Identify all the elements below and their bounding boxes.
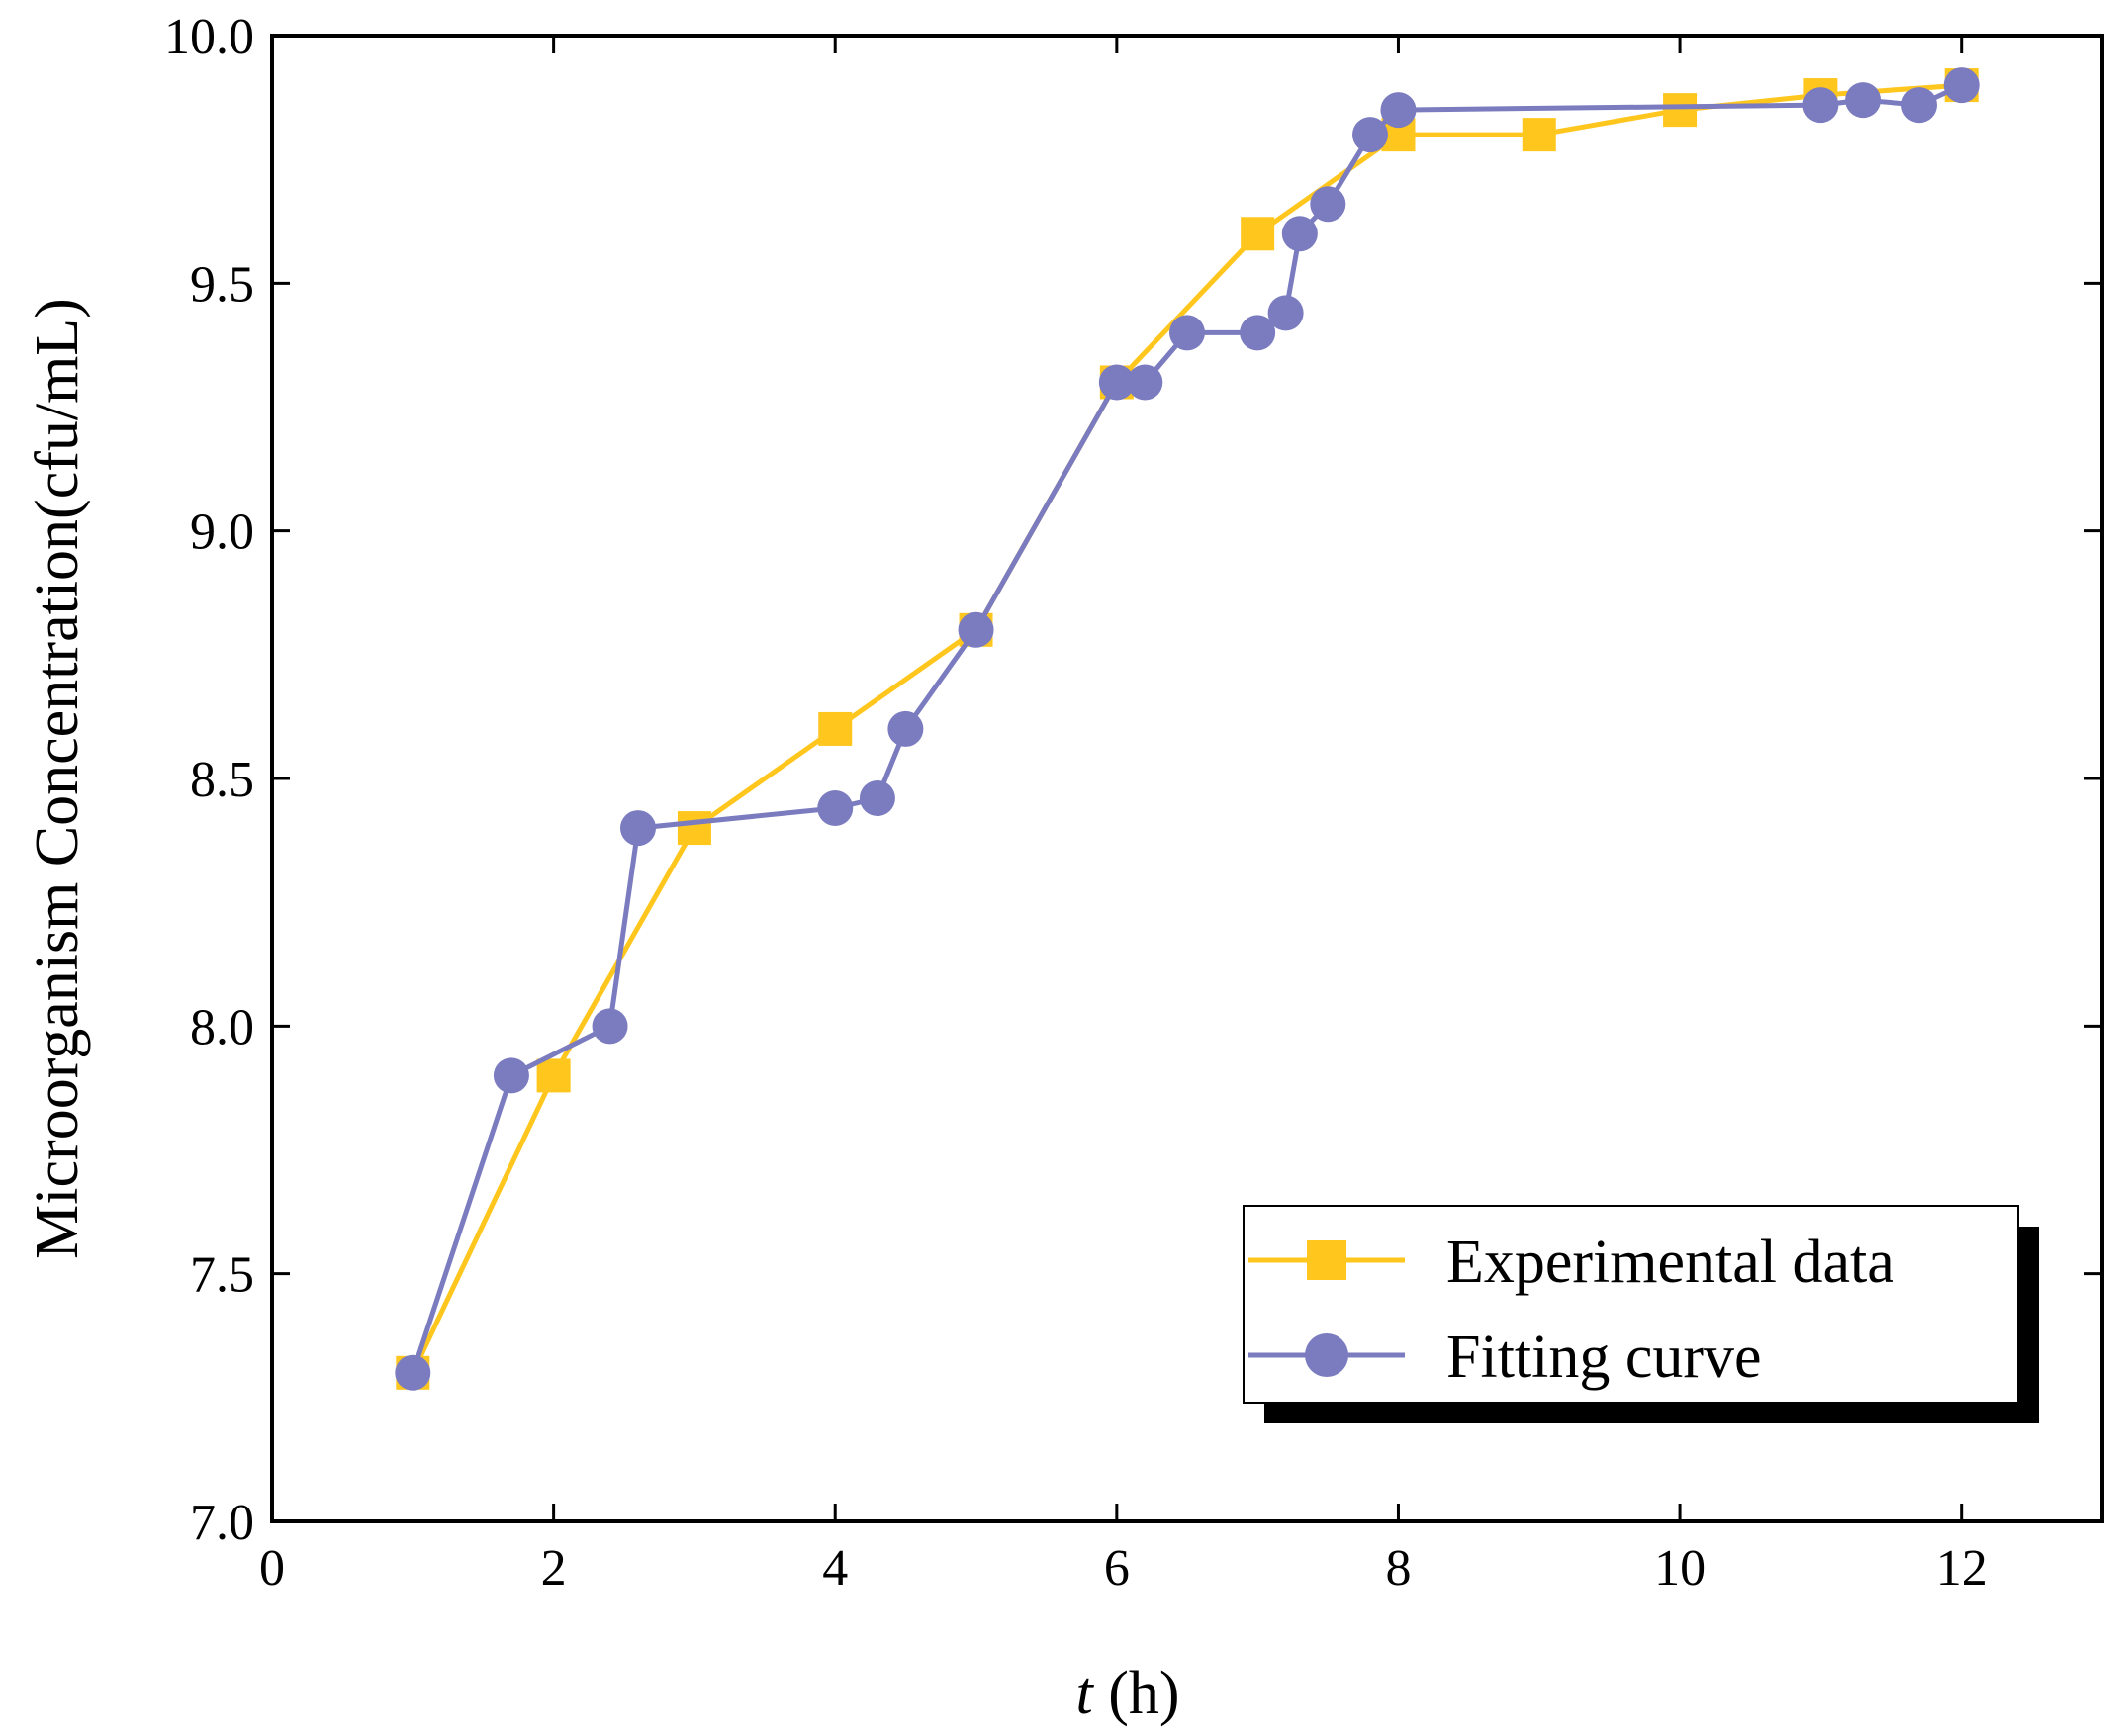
experimental-data-point	[677, 811, 711, 846]
fitting-curve-point	[395, 1354, 431, 1391]
series-circle	[395, 67, 1980, 1391]
experimental-data-point	[818, 711, 853, 746]
fitting-curve-point	[493, 1057, 529, 1094]
y-tick-label: 7.5	[190, 1247, 254, 1304]
fitting-curve-point	[1352, 117, 1388, 153]
plot-frame	[270, 34, 2104, 1523]
series-layer	[395, 67, 1980, 1391]
axis-ticks: 0 2 4 6 8 10 12 7.0 7.5 8.0 8.5 9.0 9.5 10.0	[164, 9, 2102, 1597]
x-tick-label: 10	[1654, 1540, 1706, 1597]
y-axis-title: Microorganism Concentration(cfu/mL)	[24, 298, 91, 1259]
fitting-curve-point	[1098, 364, 1135, 401]
fitting-curve-point	[817, 790, 854, 827]
legend-label-fitting: Fitting curve	[1446, 1324, 1762, 1391]
fitting-curve-point	[859, 780, 895, 817]
fitting-curve-point	[620, 810, 656, 847]
y-tick-label: 8.5	[190, 752, 254, 808]
legend-marker-square	[1307, 1240, 1346, 1280]
fitting-curve-point	[1943, 67, 1980, 104]
experimental-data-point	[1241, 217, 1275, 251]
experimental-data-point	[1663, 93, 1698, 128]
y-tick-label: 8.0	[190, 999, 254, 1055]
x-tick-label: 4	[822, 1540, 848, 1597]
experimental-data-point	[1522, 118, 1556, 152]
fitting-curve-point	[1802, 87, 1839, 124]
x-axis-title: t (h)	[1075, 1660, 1179, 1727]
x-tick-label: 8	[1385, 1540, 1411, 1597]
fitting-curve-point	[1267, 295, 1304, 331]
x-tick-label: 12	[1936, 1540, 1987, 1597]
x-tick-label: 6	[1104, 1540, 1130, 1597]
y-tick-label: 10.0	[164, 9, 254, 65]
fitting-curve-point	[1380, 92, 1417, 129]
fitting-curve-point	[1281, 216, 1318, 252]
fitting-curve-point	[1240, 315, 1276, 351]
x-tick-label: 0	[259, 1540, 285, 1597]
x-axis-title-unit: (h)	[1093, 1660, 1180, 1727]
legend: Experimental data Fitting curve	[1243, 1205, 2039, 1423]
fitting-curve-point	[1127, 364, 1163, 401]
y-tick-label: 9.5	[190, 256, 254, 313]
x-axis-title-variable: t	[1075, 1660, 1094, 1727]
fitting-curve-point	[887, 710, 924, 747]
fitting-curve-point	[1845, 82, 1882, 119]
fitting-curve-point	[1901, 87, 1937, 124]
legend-marker-circle	[1305, 1333, 1348, 1377]
legend-label-experimental: Experimental data	[1446, 1229, 1894, 1296]
y-tick-label: 7.0	[190, 1495, 254, 1551]
fitting-curve-point	[592, 1008, 628, 1045]
y-tick-label: 9.0	[190, 504, 254, 561]
fitting-curve-point	[1310, 186, 1346, 223]
x-tick-label: 2	[541, 1540, 567, 1597]
legend-box	[1243, 1205, 2019, 1404]
fitting-curve-point	[1169, 315, 1205, 351]
experimental-data-point	[536, 1058, 571, 1093]
fitting-curve-point	[958, 611, 994, 648]
